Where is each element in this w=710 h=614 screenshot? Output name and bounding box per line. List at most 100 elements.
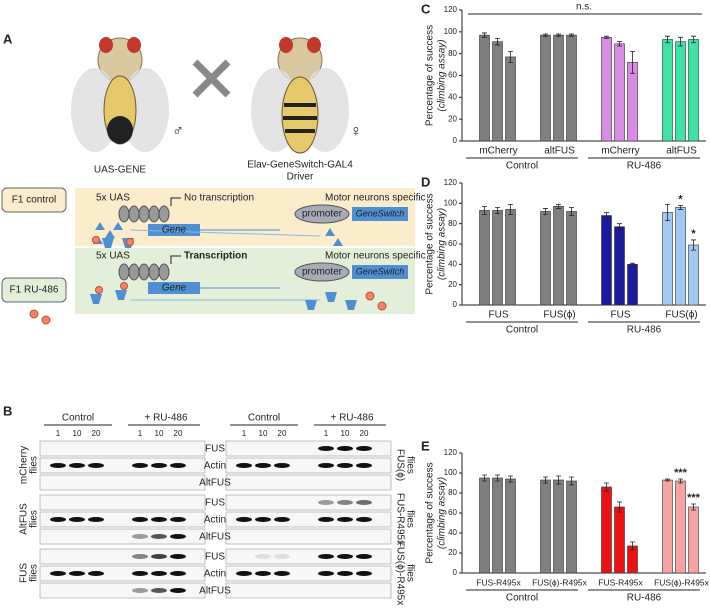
blot-label: AltFUS <box>199 478 231 489</box>
row-label: F1 RU-486 <box>10 285 59 296</box>
lane-label: 1 <box>138 429 143 438</box>
error-bar <box>604 35 609 39</box>
error-bar <box>604 212 609 219</box>
error-bar <box>617 223 622 231</box>
blot-strip <box>225 457 392 474</box>
blot-band <box>255 463 271 468</box>
blot-strip <box>225 548 392 565</box>
lane-label: 10 <box>73 429 82 438</box>
uas-label: 5x UAS <box>96 193 130 204</box>
transcription-status: Transcription <box>184 251 247 262</box>
blot-band <box>337 500 353 505</box>
group-label: Control <box>506 325 538 336</box>
bar <box>601 215 612 306</box>
blot-band <box>170 588 186 593</box>
blot-band <box>318 500 334 505</box>
bar <box>492 210 503 306</box>
row-label: flies <box>29 510 40 528</box>
blot-band <box>356 446 372 451</box>
y-tick-label: 80 <box>448 488 457 497</box>
lane-label: 10 <box>155 429 164 438</box>
blot-label: FUS <box>205 444 225 455</box>
error-bar <box>508 203 513 215</box>
blot-band <box>274 517 290 522</box>
blot-band <box>151 571 167 576</box>
error-bar <box>678 36 683 47</box>
error-bar <box>482 32 487 38</box>
error-bar <box>482 474 487 482</box>
row-label: F1 control <box>12 195 56 206</box>
bar <box>479 477 490 574</box>
error-bar <box>630 51 635 74</box>
category-label: altFUS <box>666 146 697 157</box>
note: n.s. <box>576 2 592 13</box>
category-label: FUS(ϕ)-R495x <box>654 577 710 587</box>
bar <box>566 34 577 142</box>
row-label: flies <box>404 456 415 474</box>
blot-strip <box>39 582 206 599</box>
row-label: flies <box>29 564 40 582</box>
blot-band <box>236 517 252 522</box>
error-bar <box>508 475 513 483</box>
bar <box>614 506 625 574</box>
blot-band <box>170 463 186 468</box>
specific-label: Motor neurons specific <box>325 193 426 204</box>
y-tick-label: 80 <box>448 219 457 228</box>
blot-strip <box>39 528 206 545</box>
blot-band <box>318 571 334 576</box>
blot-band <box>318 463 334 468</box>
bar <box>662 212 673 306</box>
category-label: FUS(ϕ)-R495x <box>532 577 588 587</box>
category-label: FUS-R495x <box>598 577 643 587</box>
error-bar <box>691 239 696 251</box>
row-label: AltFUS <box>19 503 30 535</box>
bar <box>566 211 577 306</box>
error-bar <box>556 33 561 37</box>
error-bar <box>543 208 548 215</box>
bar <box>505 478 516 574</box>
gene-label: Gene <box>162 283 187 294</box>
group-label: Control <box>506 593 538 604</box>
bar <box>505 56 516 142</box>
blot-strip <box>39 457 206 474</box>
switch-label: GeneSwitch <box>356 266 405 276</box>
blot-header: Control <box>62 413 94 424</box>
gene-label: Gene <box>162 225 187 236</box>
blot-header: + RU-486 <box>144 413 188 424</box>
panel-letter: D <box>421 174 430 189</box>
y-tick-label: 40 <box>448 92 457 101</box>
male-symbol: ♂ <box>172 123 184 140</box>
row-label: FUS(ϕ) <box>394 449 405 481</box>
category-label: FUS(ϕ) <box>543 310 575 321</box>
y-tick-label: 60 <box>448 239 457 248</box>
error-bar <box>604 482 609 492</box>
error-bar <box>495 37 500 46</box>
panel-letter: B <box>3 403 12 418</box>
category-label: mCherry <box>479 146 517 157</box>
error-bar <box>569 207 574 216</box>
bar <box>688 506 699 574</box>
y-tick-label: 80 <box>448 49 457 58</box>
western-blots <box>39 440 392 599</box>
y-tick-label: 0 <box>453 568 458 577</box>
female-label: Elav-GeneSwitch-GAL4 <box>247 160 353 171</box>
blot-strip <box>39 440 206 457</box>
female-label: Driver <box>287 172 314 183</box>
bar <box>492 41 503 142</box>
significance: * <box>678 193 683 205</box>
row-label: flies <box>404 510 415 528</box>
error-bar <box>617 41 622 47</box>
panel-letter: C <box>421 1 431 16</box>
bar <box>566 480 577 574</box>
y-tick-label: 100 <box>444 198 458 207</box>
blot-strip <box>225 474 392 491</box>
blot-band <box>356 500 372 505</box>
bar <box>675 41 686 142</box>
male-label: UAS-GENE <box>94 165 147 176</box>
blot-band <box>274 463 290 468</box>
bar <box>540 34 551 142</box>
y-axis-label: Percentage of success <box>425 462 436 563</box>
blot-band <box>69 463 85 468</box>
significance: *** <box>674 467 688 479</box>
